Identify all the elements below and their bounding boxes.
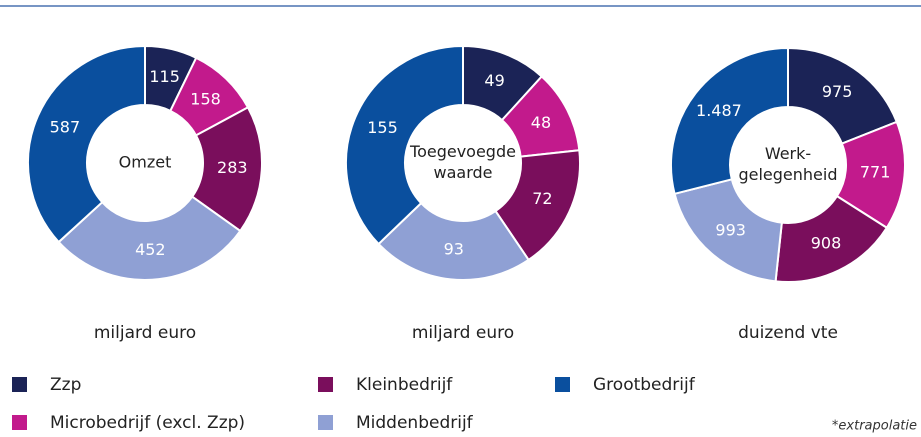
legend-swatch [555, 377, 570, 392]
data-label: 771 [860, 163, 891, 182]
donut-segment [670, 46, 789, 196]
unit-label: miljard euro [94, 323, 196, 343]
legend-label: Grootbedrijf [593, 375, 696, 395]
unit-label: duizend vte [738, 323, 838, 343]
donut-segment [345, 44, 464, 246]
legend-swatch [318, 415, 333, 430]
data-label: 452 [135, 240, 166, 259]
unit-label: miljard euro [412, 323, 514, 343]
legend-swatch [12, 377, 27, 392]
data-label: 72 [532, 189, 552, 208]
center-label: waarde [434, 163, 493, 182]
donut-segment [27, 44, 146, 244]
footnote: *extrapolatie [832, 419, 917, 434]
legend-label: Kleinbedrijf [356, 375, 453, 395]
data-label: 1.487 [696, 101, 742, 120]
data-label: 49 [484, 71, 504, 90]
donut-segment [494, 149, 581, 262]
donut-segment [57, 195, 242, 281]
center-label: gelegenheid [738, 165, 837, 184]
data-label: 993 [715, 221, 746, 240]
data-label: 48 [531, 113, 551, 132]
data-label: 587 [50, 117, 81, 136]
donut-segment [787, 46, 899, 145]
data-label: 155 [367, 118, 398, 137]
legend-label: Microbedrijf (excl. Zzp) [50, 413, 245, 433]
legend-label: Zzp [50, 375, 81, 395]
legend-label: Middenbedrijf [356, 413, 474, 433]
center-label: Toegevoegde [409, 142, 516, 161]
data-label: 93 [444, 240, 464, 259]
data-label: 158 [190, 89, 221, 108]
legend-swatch [12, 415, 27, 430]
data-label: 115 [149, 67, 180, 86]
data-label: 283 [217, 158, 248, 177]
legend-swatch [318, 377, 333, 392]
data-label: 975 [822, 82, 853, 101]
donut-segment [377, 201, 530, 281]
data-label: 908 [811, 233, 842, 252]
center-label: Omzet [119, 153, 172, 172]
center-label: Werk- [765, 144, 811, 163]
